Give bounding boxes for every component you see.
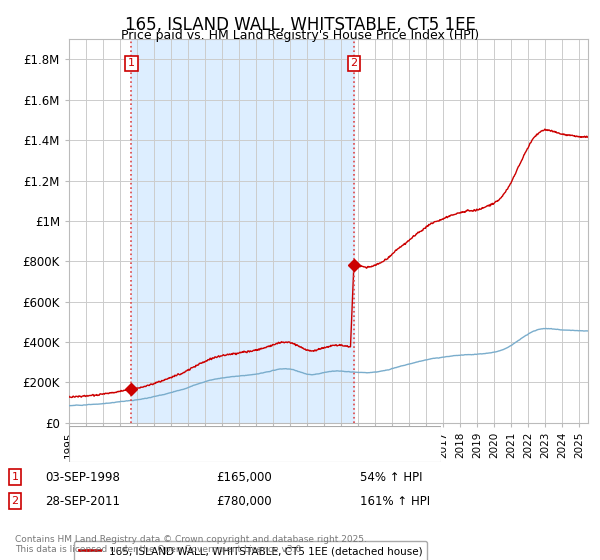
Text: 165, ISLAND WALL, WHITSTABLE, CT5 1EE: 165, ISLAND WALL, WHITSTABLE, CT5 1EE (125, 16, 475, 34)
Text: 54% ↑ HPI: 54% ↑ HPI (360, 470, 422, 484)
Text: 28-SEP-2011: 28-SEP-2011 (45, 494, 120, 508)
Text: 2: 2 (350, 58, 358, 68)
Text: Price paid vs. HM Land Registry's House Price Index (HPI): Price paid vs. HM Land Registry's House … (121, 29, 479, 42)
Text: £780,000: £780,000 (216, 494, 272, 508)
FancyBboxPatch shape (69, 426, 441, 462)
Text: 161% ↑ HPI: 161% ↑ HPI (360, 494, 430, 508)
Text: £165,000: £165,000 (216, 470, 272, 484)
Text: 1: 1 (128, 58, 135, 68)
Text: 1: 1 (11, 472, 19, 482)
Text: Contains HM Land Registry data © Crown copyright and database right 2025.
This d: Contains HM Land Registry data © Crown c… (15, 535, 367, 554)
Text: 03-SEP-1998: 03-SEP-1998 (45, 470, 120, 484)
Bar (131, 39, 354, 423)
Legend: 165, ISLAND WALL, WHITSTABLE, CT5 1EE (detached house), HPI: Average price, deta: 165, ISLAND WALL, WHITSTABLE, CT5 1EE (d… (74, 541, 427, 560)
Text: 2: 2 (11, 496, 19, 506)
